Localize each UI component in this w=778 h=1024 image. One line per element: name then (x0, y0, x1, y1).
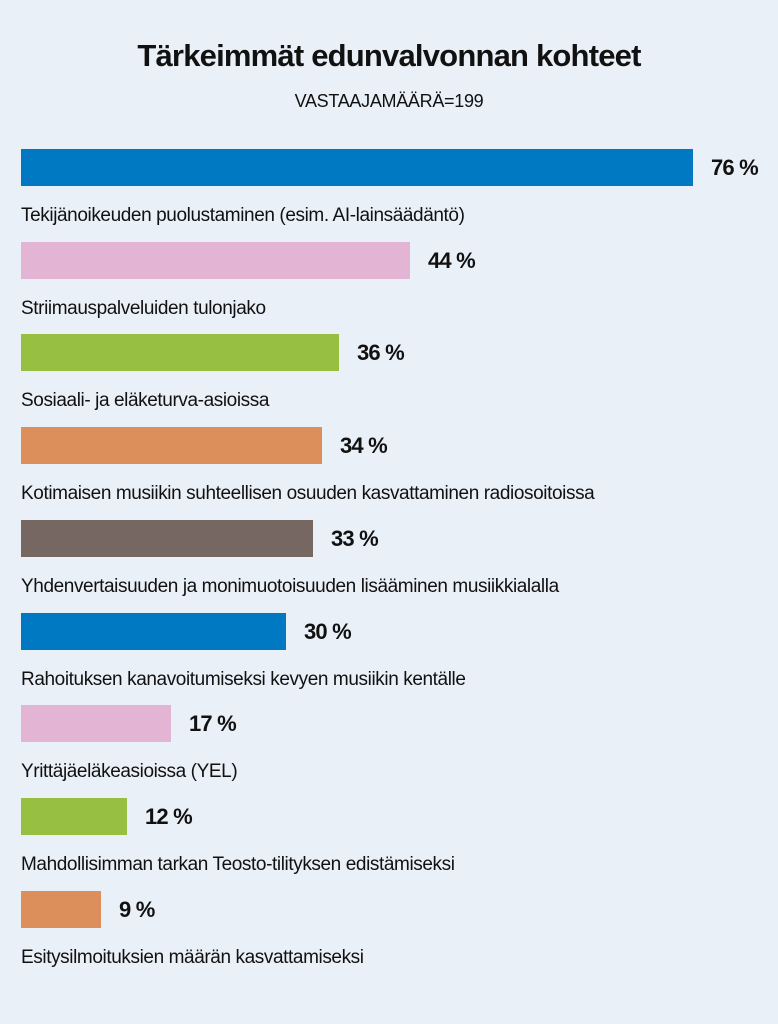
value-label: 36 % (357, 340, 405, 365)
category-label: Yrittäjäeläkeasioissa (YEL) (21, 761, 238, 782)
bar (21, 891, 101, 928)
category-label: Yhdenvertaisuuden ja monimuotoisuuden li… (21, 576, 559, 597)
category-label: Kotimaisen musiikin suhteellisen osuuden… (21, 483, 595, 504)
chart-subtitle: VASTAAJAMÄÄRÄ=199 (294, 91, 484, 111)
bar (21, 613, 286, 650)
value-label: 9 % (119, 897, 155, 922)
value-label: 33 % (331, 526, 379, 551)
category-label: Esitysilmoituksien määrän kasvattamiseks… (21, 947, 364, 968)
value-label: 76 % (711, 155, 759, 180)
bar (21, 242, 410, 279)
bar (21, 149, 693, 186)
category-label: Rahoituksen kanavoitumiseksi kevyen musi… (21, 669, 466, 690)
bar (21, 427, 322, 464)
value-label: 12 % (145, 804, 193, 829)
value-label: 30 % (304, 619, 352, 644)
bar (21, 520, 313, 557)
category-label: Sosiaali- ja eläketurva-asioissa (21, 390, 270, 411)
chart-title: Tärkeimmät edunvalvonnan kohteet (137, 38, 641, 73)
category-label: Striimauspalveluiden tulonjako (21, 298, 266, 319)
value-label: 44 % (428, 248, 476, 273)
value-label: 34 % (340, 433, 388, 458)
bar (21, 705, 171, 742)
category-label: Tekijänoikeuden puolustaminen (esim. AI-… (21, 205, 465, 226)
value-label: 17 % (189, 711, 237, 736)
bar (21, 334, 339, 371)
category-label: Mahdollisimman tarkan Teosto-tilityksen … (21, 854, 455, 875)
bar (21, 798, 127, 835)
